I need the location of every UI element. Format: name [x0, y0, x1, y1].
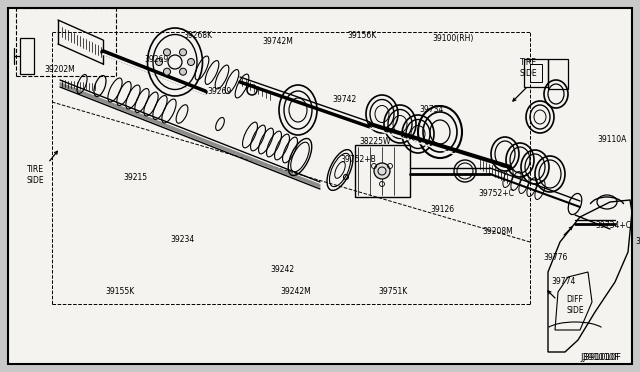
- Bar: [524, 59, 548, 87]
- Text: 39752+B: 39752+B: [340, 154, 376, 164]
- Ellipse shape: [179, 68, 186, 75]
- Text: 39774: 39774: [552, 278, 576, 286]
- Ellipse shape: [163, 49, 170, 56]
- Text: 39242M: 39242M: [280, 288, 312, 296]
- Ellipse shape: [156, 58, 163, 65]
- Text: TIRE
SIDE: TIRE SIDE: [519, 58, 537, 78]
- Text: 39242: 39242: [270, 264, 294, 273]
- Text: 39742M: 39742M: [262, 38, 293, 46]
- Bar: [355, 145, 410, 197]
- Text: TIRE
SIDE: TIRE SIDE: [26, 165, 44, 185]
- Text: J391010F: J391010F: [580, 353, 620, 362]
- Bar: [20, 38, 34, 74]
- Bar: [548, 59, 568, 89]
- Text: 39751K: 39751K: [378, 286, 408, 295]
- Text: 39202M: 39202M: [45, 65, 76, 74]
- Text: 39155K: 39155K: [106, 288, 134, 296]
- Ellipse shape: [163, 68, 170, 75]
- Text: 39215: 39215: [123, 173, 147, 183]
- Text: 39156K: 39156K: [348, 32, 376, 41]
- Text: 39100(RH): 39100(RH): [432, 33, 474, 42]
- Ellipse shape: [188, 58, 195, 65]
- Text: 39269: 39269: [208, 87, 232, 96]
- Ellipse shape: [374, 163, 390, 179]
- Text: 39742: 39742: [333, 96, 357, 105]
- Text: 39269: 39269: [145, 55, 169, 64]
- Text: 39268K: 39268K: [184, 32, 212, 41]
- Text: 39734+C: 39734+C: [595, 221, 631, 230]
- Bar: [530, 64, 542, 82]
- Ellipse shape: [179, 49, 186, 56]
- Text: 39234: 39234: [171, 234, 195, 244]
- Text: 39734: 39734: [420, 106, 444, 115]
- Text: 39775: 39775: [636, 237, 640, 246]
- Text: 39110A: 39110A: [597, 135, 627, 144]
- Text: 39126: 39126: [430, 205, 454, 214]
- Text: 39752+C: 39752+C: [478, 189, 514, 199]
- Text: 38225W: 38225W: [359, 138, 391, 147]
- Text: 39208M: 39208M: [483, 228, 513, 237]
- Text: J391010F: J391010F: [582, 353, 621, 362]
- Text: DIFF
SIDE: DIFF SIDE: [566, 295, 584, 315]
- Text: 39776: 39776: [544, 253, 568, 263]
